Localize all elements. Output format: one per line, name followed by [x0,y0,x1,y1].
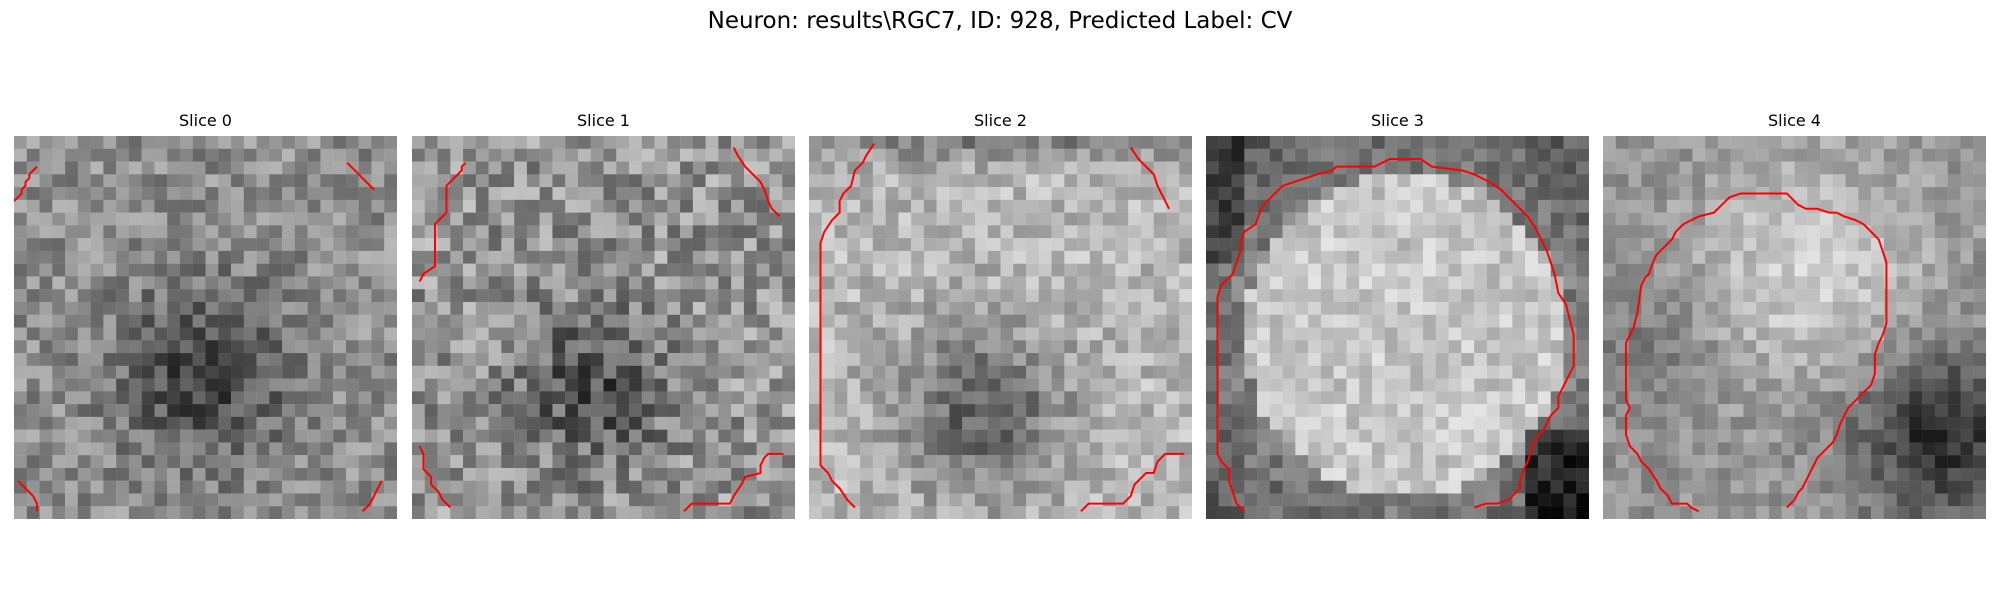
contour-line [420,446,451,507]
contour-line [14,167,37,201]
slice-2-title: Slice 2 [974,111,1027,130]
contour-line [734,147,780,216]
contour-line [18,481,37,512]
pixel-grid [1603,136,1986,519]
contour-line [1081,454,1184,511]
slice-0-panel: Slice 0 [14,110,397,519]
pixel-grid [412,136,795,519]
pixel-grid [1206,136,1589,519]
contour-line [420,163,466,282]
contour-line [1626,193,1886,511]
slice-2-image [809,136,1192,519]
contour-line [1217,159,1573,511]
slice-1-panel: Slice 1 [412,110,795,519]
slice-4-title: Slice 4 [1768,111,1821,130]
contour-line [820,144,874,508]
slice-4-image [1603,136,1986,519]
pixel-grid [14,136,397,519]
contour-line [684,454,784,511]
slice-3-image [1206,136,1589,519]
contour-line [1131,147,1169,208]
slice-1-title: Slice 1 [577,111,630,130]
slice-4-panel: Slice 4 [1603,110,1986,519]
slice-3-title: Slice 3 [1371,111,1424,130]
slice-1-image [412,136,795,519]
figure-title: Neuron: results\RGC7, ID: 928, Predicted… [707,8,1293,34]
contour-line [347,163,374,190]
slice-0-title: Slice 0 [179,111,232,130]
pixel-grid [809,136,1192,519]
slice-2-panel: Slice 2 [809,110,1192,519]
slice-0-image [14,136,397,519]
contour-line [363,481,382,512]
slice-3-panel: Slice 3 [1206,110,1589,519]
